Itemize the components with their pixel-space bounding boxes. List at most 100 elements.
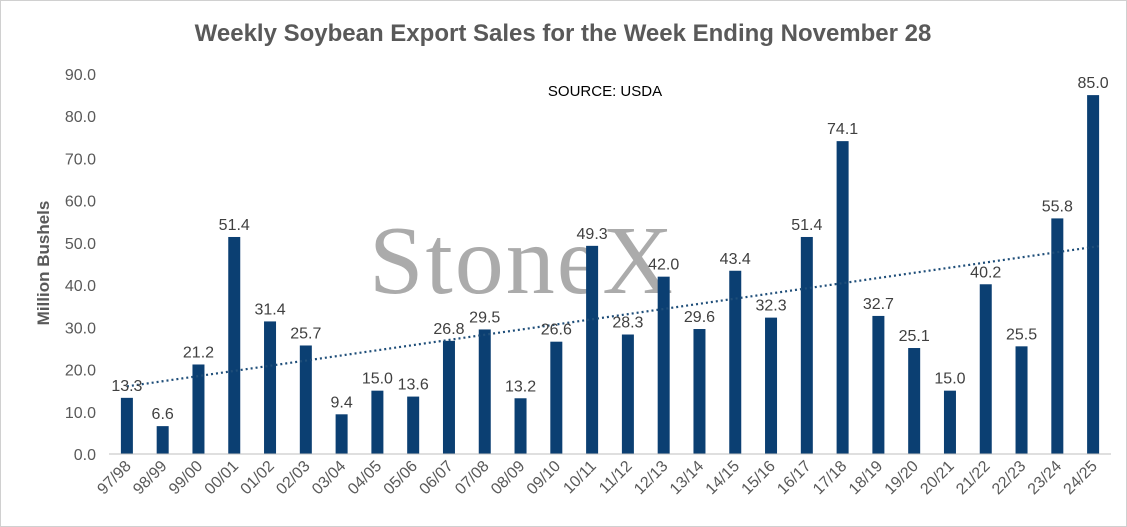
data-label: 32.3	[755, 298, 786, 315]
bar-15-16	[765, 317, 778, 454]
data-label: 31.4	[254, 301, 285, 318]
x-tick-label: 04/05	[345, 458, 385, 498]
x-tick-label: 16/17	[774, 458, 814, 498]
data-label: 26.6	[541, 322, 572, 339]
x-tick-label: 99/00	[166, 458, 206, 498]
x-axis-ticks: 97/9898/9999/0000/0101/0202/0303/0404/05…	[94, 458, 1101, 498]
y-tick-label: 20.0	[65, 363, 96, 380]
watermark-text: StoneX	[369, 207, 675, 315]
data-label: 26.8	[433, 321, 464, 338]
bar-09-10	[550, 341, 563, 454]
x-tick-label: 03/04	[309, 458, 349, 498]
bar-22-23	[1015, 346, 1028, 454]
bar-06-07	[442, 340, 455, 454]
x-tick-label: 00/01	[202, 458, 242, 498]
data-label: 49.3	[577, 226, 608, 243]
chart-title: Weekly Soybean Export Sales for the Week…	[195, 20, 932, 47]
data-label: 29.6	[684, 309, 715, 326]
y-tick-label: 50.0	[65, 236, 96, 253]
bar-07-08	[478, 329, 491, 454]
bar-01-02	[264, 321, 277, 454]
bar-04-05	[371, 390, 384, 454]
data-label: 25.5	[1006, 326, 1037, 343]
x-tick-label: 23/24	[1025, 458, 1065, 498]
x-tick-label: 18/19	[846, 458, 886, 498]
data-label: 25.1	[899, 328, 930, 345]
data-label: 25.7	[290, 325, 321, 342]
y-tick-label: 0.0	[74, 447, 96, 464]
x-tick-label: 02/03	[273, 458, 313, 498]
bar-00-01	[228, 236, 241, 454]
bar-20-21	[943, 390, 956, 454]
x-tick-label: 17/18	[810, 458, 850, 498]
y-tick-label: 90.0	[65, 67, 96, 84]
bar-02-03	[299, 345, 312, 454]
y-tick-label: 60.0	[65, 194, 96, 211]
x-tick-label: 15/16	[739, 458, 779, 498]
bar-16-17	[800, 236, 813, 454]
bar-03-04	[335, 414, 348, 454]
x-tick-label: 14/15	[703, 458, 743, 498]
data-label: 28.3	[612, 315, 643, 332]
data-label: 9.4	[330, 394, 352, 411]
x-tick-label: 13/14	[667, 458, 707, 498]
x-tick-label: 08/09	[488, 458, 528, 498]
y-axis-label: Million Bushels	[34, 201, 53, 326]
y-tick-label: 40.0	[65, 278, 96, 295]
y-tick-label: 70.0	[65, 151, 96, 168]
bar-13-14	[693, 329, 706, 454]
bars-group	[120, 95, 1100, 454]
x-tick-label: 20/21	[917, 458, 957, 498]
bar-08-09	[514, 398, 527, 454]
data-label: 51.4	[219, 217, 250, 234]
bar-18-19	[872, 315, 885, 454]
x-tick-label: 05/06	[381, 458, 421, 498]
data-label: 13.6	[398, 377, 429, 394]
data-label: 13.2	[505, 378, 536, 395]
data-label: 32.7	[863, 296, 894, 313]
x-tick-label: 97/98	[94, 458, 134, 498]
data-label: 15.0	[362, 371, 393, 388]
data-label: 74.1	[827, 121, 858, 138]
bar-19-20	[908, 348, 921, 454]
x-tick-label: 12/13	[631, 458, 671, 498]
bar-21-22	[979, 284, 992, 454]
bar-24-25	[1087, 95, 1100, 454]
data-label: 6.6	[152, 406, 174, 423]
x-tick-label: 11/12	[596, 458, 636, 498]
bar-97-98	[120, 397, 133, 454]
x-tick-label: 24/25	[1061, 458, 1101, 498]
stonex-watermark: StoneX	[369, 207, 675, 315]
x-tick-label: 06/07	[416, 458, 456, 498]
x-tick-label: 10/11	[560, 458, 600, 498]
y-tick-label: 30.0	[65, 320, 96, 337]
bar-05-06	[407, 396, 420, 454]
bar-11-12	[621, 334, 634, 454]
data-label: 43.4	[720, 251, 751, 268]
bar-10-11	[586, 245, 599, 454]
bar-12-13	[657, 276, 670, 454]
source-annotation: SOURCE: USDA	[548, 83, 662, 100]
y-tick-label: 80.0	[65, 109, 96, 126]
trendline	[126, 245, 1100, 388]
x-tick-label: 07/08	[452, 458, 492, 498]
data-label: 21.2	[183, 344, 214, 361]
bar-23-24	[1051, 218, 1064, 454]
x-tick-label: 19/20	[882, 458, 922, 498]
x-tick-label: 98/99	[130, 458, 170, 498]
bar-17-18	[836, 141, 849, 454]
data-label: 15.0	[934, 371, 965, 388]
bar-98-99	[156, 426, 169, 454]
data-label: 42.0	[648, 257, 679, 274]
data-label: 40.2	[970, 264, 1001, 281]
x-tick-label: 21/22	[953, 458, 993, 498]
y-axis-ticks: 0.0 10.0 20.0 30.0 40.0 50.0 60.0 70.0 80.0 90.0	[65, 67, 96, 464]
x-tick-label: 09/10	[524, 458, 564, 498]
x-tick-label: 01/02	[238, 458, 278, 498]
x-tick-label: 22/23	[989, 458, 1029, 498]
data-labels-group: 13.3 6.6 21.2 51.4 31.4 25.7 9.4 15.0 13.6 26.8 29…	[111, 75, 1108, 423]
bar-14-15	[729, 270, 742, 454]
y-tick-label: 10.0	[65, 405, 96, 422]
